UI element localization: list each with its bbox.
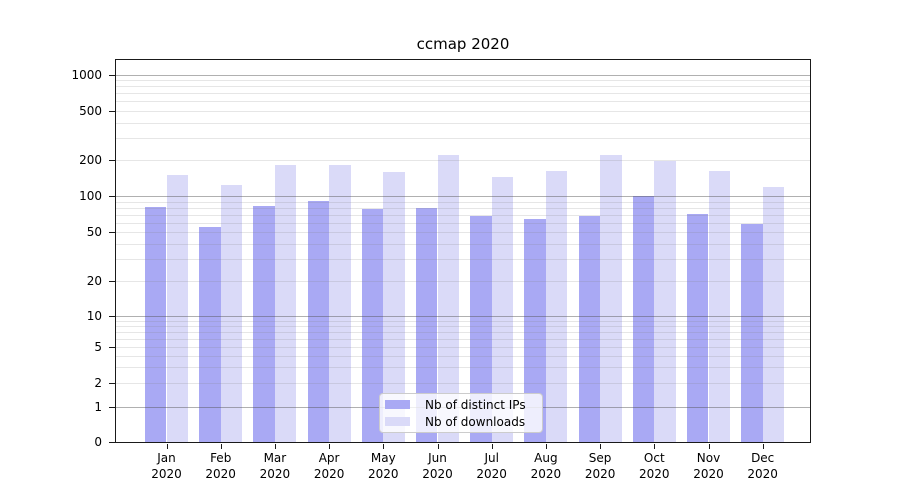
y-tick-mark-1 [109, 407, 115, 409]
x-tick-mark-oct [654, 444, 656, 449]
y-tick-label-20: 20 [86, 273, 102, 288]
legend-swatch-distinct-ips [385, 400, 410, 409]
bar-distinct-ips-feb [199, 226, 221, 442]
plot-area: Nb of distinct IPs Nb of downloads [115, 59, 811, 443]
bars-layer [116, 60, 810, 442]
bar-downloads-jan [166, 174, 189, 442]
x-tick-mark-nov [708, 444, 710, 449]
y-tick-mark-20 [109, 280, 115, 282]
bar-downloads-apr [329, 164, 351, 442]
x-tick-mark-apr [329, 444, 331, 449]
bar-downloads-feb [220, 185, 243, 442]
y-tick-mark-1000 [109, 74, 115, 76]
legend-entry-distinct-ips: Nb of distinct IPs [385, 396, 536, 413]
bar-downloads-dec [762, 187, 785, 442]
y-tick-mark-2 [109, 383, 115, 385]
y-tick-mark-50 [109, 232, 115, 234]
bar-downloads-sep [600, 155, 622, 442]
y-tick-label-10: 10 [86, 309, 102, 324]
y-tick-mark-10 [109, 316, 115, 318]
bar-distinct-ips-dec [741, 223, 763, 442]
x-tick-mark-aug [545, 444, 547, 449]
bar-downloads-nov [708, 170, 731, 442]
x-tick-mark-dec [762, 444, 764, 449]
chart-title: ccmap 2020 [416, 35, 510, 53]
y-tick-label-200: 200 [79, 152, 102, 167]
y-tick-mark-100 [109, 196, 115, 198]
bar-distinct-ips-may [361, 208, 384, 442]
bar-downloads-may [383, 171, 405, 442]
bar-distinct-ips-nov [686, 214, 709, 442]
x-tick-mark-sep [600, 444, 602, 449]
x-tick-mark-jul [491, 444, 493, 449]
y-tick-mark-0 [109, 442, 115, 443]
bar-distinct-ips-jan [144, 207, 167, 442]
x-tick-label-oct: Oct 2020 [639, 451, 670, 481]
x-tick-label-dec: Dec 2020 [747, 451, 778, 481]
legend-label-distinct-ips: Nb of distinct IPs [425, 397, 526, 412]
bar-distinct-ips-aug [524, 218, 546, 442]
bar-distinct-ips-jul [470, 215, 492, 442]
x-tick-label-mar: Mar 2020 [259, 451, 291, 481]
y-tick-label-1: 1 [94, 400, 102, 415]
y-tick-label-5: 5 [94, 339, 102, 354]
bar-downloads-aug [545, 171, 568, 442]
bar-downloads-oct [654, 160, 676, 442]
y-tick-label-0: 0 [94, 435, 102, 449]
x-tick-mark-feb [220, 444, 222, 449]
bar-downloads-jun [437, 155, 460, 442]
y-tick-label-2: 2 [94, 376, 102, 391]
y-tick-label-1000: 1000 [71, 67, 102, 82]
bar-downloads-jul [491, 177, 514, 442]
y-tick-label-50: 50 [86, 225, 102, 240]
x-tick-mark-jun [437, 444, 439, 449]
x-tick-label-aug: Aug 2020 [530, 451, 562, 481]
y-tick-mark-500 [109, 110, 115, 112]
bar-distinct-ips-mar [253, 206, 275, 442]
legend-entry-downloads: Nb of downloads [385, 413, 536, 430]
legend-label-downloads: Nb of downloads [425, 414, 526, 429]
x-tick-label-jan: Jan 2020 [151, 451, 182, 481]
bar-distinct-ips-sep [578, 216, 601, 442]
legend: Nb of distinct IPs Nb of downloads [379, 393, 543, 433]
y-tick-label-100: 100 [79, 189, 102, 204]
y-tick-label-500: 500 [79, 103, 102, 118]
y-tick-mark-5 [109, 346, 115, 348]
bar-downloads-mar [274, 164, 297, 442]
legend-swatch-downloads [385, 417, 410, 426]
x-tick-mark-mar [274, 444, 276, 449]
bar-distinct-ips-jun [415, 207, 438, 442]
bar-distinct-ips-oct [632, 195, 655, 442]
x-tick-label-feb: Feb 2020 [205, 451, 236, 481]
x-tick-label-jul: Jul 2020 [476, 451, 507, 481]
x-tick-label-sep: Sep 2020 [584, 451, 616, 481]
x-tick-label-jun: Jun 2020 [422, 451, 453, 481]
bar-distinct-ips-apr [307, 201, 330, 442]
x-tick-label-nov: Nov 2020 [693, 451, 724, 481]
y-tick-mark-200 [109, 159, 115, 161]
x-tick-label-may: May 2020 [368, 451, 399, 481]
x-tick-label-apr: Apr 2020 [313, 451, 345, 481]
x-tick-mark-may [383, 444, 385, 449]
x-tick-mark-jan [166, 444, 168, 449]
